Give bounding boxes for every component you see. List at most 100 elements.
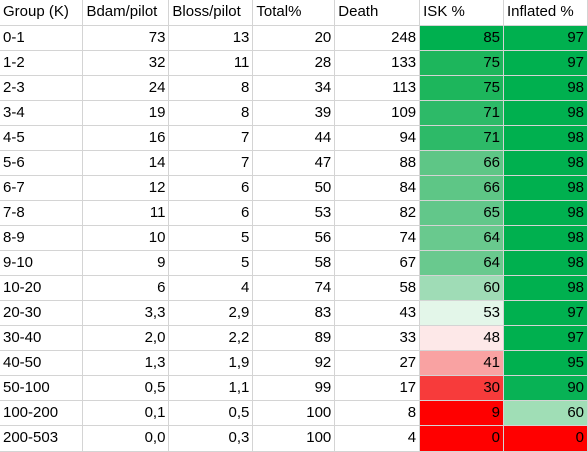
cell-isk-pct[interactable]: 30 [419, 375, 504, 401]
cell-bloss-pilot[interactable]: 2,2 [168, 325, 254, 351]
cell-death[interactable]: 113 [334, 75, 421, 101]
cell-bdam-pilot[interactable]: 12 [82, 175, 170, 201]
header-bdam-pilot[interactable]: Bdam/pilot [82, 0, 170, 26]
cell-bloss-pilot[interactable]: 2,9 [168, 300, 254, 326]
header-group[interactable]: Group (K) [0, 0, 84, 26]
cell-isk-pct[interactable]: 75 [419, 50, 504, 76]
cell-inflated-pct[interactable]: 97 [503, 50, 588, 76]
cell-isk-pct[interactable]: 41 [419, 350, 504, 376]
cell-isk-pct[interactable]: 66 [419, 175, 504, 201]
cell-total-pct[interactable]: 83 [252, 300, 336, 326]
cell-total-pct[interactable]: 99 [252, 375, 336, 401]
header-death[interactable]: Death [334, 0, 421, 26]
cell-death[interactable]: 82 [334, 200, 421, 226]
cell-total-pct[interactable]: 20 [252, 25, 336, 51]
cell-bloss-pilot[interactable]: 1,1 [168, 375, 254, 401]
cell-total-pct[interactable]: 34 [252, 75, 336, 101]
cell-group[interactable]: 20-30 [0, 300, 84, 326]
cell-group[interactable]: 7-8 [0, 200, 84, 226]
cell-total-pct[interactable]: 56 [252, 225, 336, 251]
cell-bdam-pilot[interactable]: 10 [82, 225, 170, 251]
cell-isk-pct[interactable]: 64 [419, 225, 504, 251]
cell-group[interactable]: 40-50 [0, 350, 84, 376]
cell-death[interactable]: 84 [334, 175, 421, 201]
cell-death[interactable]: 248 [334, 25, 421, 51]
cell-bdam-pilot[interactable]: 2,0 [82, 325, 170, 351]
cell-bdam-pilot[interactable]: 24 [82, 75, 170, 101]
cell-total-pct[interactable]: 74 [252, 275, 336, 301]
cell-group[interactable]: 8-9 [0, 225, 84, 251]
cell-bloss-pilot[interactable]: 5 [168, 250, 254, 276]
cell-bloss-pilot[interactable]: 5 [168, 225, 254, 251]
cell-bdam-pilot[interactable]: 1,3 [82, 350, 170, 376]
cell-total-pct[interactable]: 89 [252, 325, 336, 351]
cell-inflated-pct[interactable]: 90 [503, 375, 588, 401]
header-inflated-pct[interactable]: Inflated % [503, 0, 588, 26]
cell-bdam-pilot[interactable]: 19 [82, 100, 170, 126]
cell-death[interactable]: 67 [334, 250, 421, 276]
cell-bdam-pilot[interactable]: 6 [82, 275, 170, 301]
cell-bloss-pilot[interactable]: 4 [168, 275, 254, 301]
cell-bdam-pilot[interactable]: 0,1 [82, 400, 170, 426]
cell-isk-pct[interactable]: 66 [419, 150, 504, 176]
cell-inflated-pct[interactable]: 98 [503, 225, 588, 251]
header-isk-pct[interactable]: ISK % [419, 0, 504, 26]
cell-isk-pct[interactable]: 75 [419, 75, 504, 101]
cell-bloss-pilot[interactable]: 13 [168, 25, 254, 51]
cell-bdam-pilot[interactable]: 14 [82, 150, 170, 176]
cell-inflated-pct[interactable]: 95 [503, 350, 588, 376]
cell-bdam-pilot[interactable]: 3,3 [82, 300, 170, 326]
cell-inflated-pct[interactable]: 98 [503, 75, 588, 101]
cell-group[interactable]: 5-6 [0, 150, 84, 176]
cell-total-pct[interactable]: 50 [252, 175, 336, 201]
cell-bloss-pilot[interactable]: 6 [168, 175, 254, 201]
cell-inflated-pct[interactable]: 97 [503, 300, 588, 326]
cell-inflated-pct[interactable]: 98 [503, 100, 588, 126]
cell-bdam-pilot[interactable]: 16 [82, 125, 170, 151]
cell-inflated-pct[interactable]: 98 [503, 125, 588, 151]
cell-inflated-pct[interactable]: 98 [503, 175, 588, 201]
cell-bloss-pilot[interactable]: 7 [168, 150, 254, 176]
cell-death[interactable]: 33 [334, 325, 421, 351]
cell-death[interactable]: 74 [334, 225, 421, 251]
cell-group[interactable]: 9-10 [0, 250, 84, 276]
cell-isk-pct[interactable]: 64 [419, 250, 504, 276]
cell-total-pct[interactable]: 44 [252, 125, 336, 151]
cell-death[interactable]: 58 [334, 275, 421, 301]
cell-bdam-pilot[interactable]: 11 [82, 200, 170, 226]
cell-death[interactable]: 88 [334, 150, 421, 176]
header-bloss-pilot[interactable]: Bloss/pilot [168, 0, 254, 26]
cell-death[interactable]: 17 [334, 375, 421, 401]
cell-death[interactable]: 94 [334, 125, 421, 151]
cell-isk-pct[interactable]: 60 [419, 275, 504, 301]
cell-bloss-pilot[interactable]: 11 [168, 50, 254, 76]
cell-inflated-pct[interactable]: 0 [503, 425, 588, 452]
cell-group[interactable]: 200-503 [0, 425, 84, 452]
cell-bloss-pilot[interactable]: 8 [168, 75, 254, 101]
cell-bdam-pilot[interactable]: 73 [82, 25, 170, 51]
cell-inflated-pct[interactable]: 97 [503, 25, 588, 51]
cell-death[interactable]: 27 [334, 350, 421, 376]
cell-inflated-pct[interactable]: 98 [503, 275, 588, 301]
cell-isk-pct[interactable]: 48 [419, 325, 504, 351]
cell-bdam-pilot[interactable]: 9 [82, 250, 170, 276]
cell-isk-pct[interactable]: 85 [419, 25, 504, 51]
cell-total-pct[interactable]: 53 [252, 200, 336, 226]
cell-isk-pct[interactable]: 71 [419, 125, 504, 151]
cell-group[interactable]: 6-7 [0, 175, 84, 201]
cell-bloss-pilot[interactable]: 0,3 [168, 425, 254, 452]
cell-group[interactable]: 50-100 [0, 375, 84, 401]
cell-death[interactable]: 109 [334, 100, 421, 126]
cell-bdam-pilot[interactable]: 0,0 [82, 425, 170, 452]
cell-bloss-pilot[interactable]: 1,9 [168, 350, 254, 376]
cell-total-pct[interactable]: 100 [252, 425, 336, 452]
cell-inflated-pct[interactable]: 60 [503, 400, 588, 426]
cell-bloss-pilot[interactable]: 8 [168, 100, 254, 126]
cell-group[interactable]: 10-20 [0, 275, 84, 301]
cell-isk-pct[interactable]: 9 [419, 400, 504, 426]
cell-isk-pct[interactable]: 71 [419, 100, 504, 126]
cell-total-pct[interactable]: 28 [252, 50, 336, 76]
cell-death[interactable]: 4 [334, 425, 421, 452]
cell-group[interactable]: 0-1 [0, 25, 84, 51]
cell-total-pct[interactable]: 39 [252, 100, 336, 126]
